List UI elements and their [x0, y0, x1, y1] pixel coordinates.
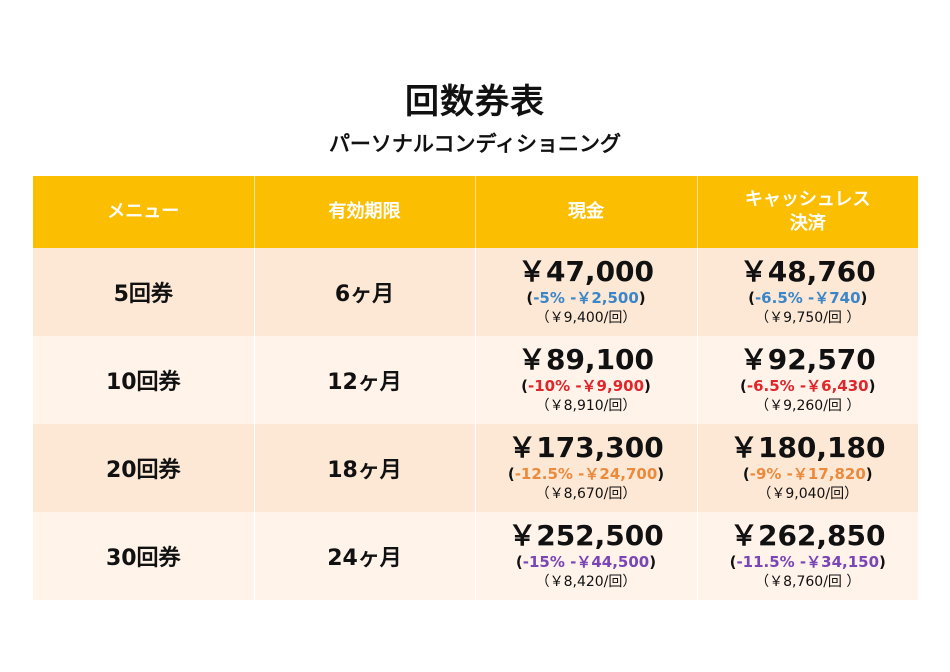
- table-row: 20回券 18ヶ月 ￥173,300 (-12.5% -￥24,700) （￥8…: [33, 424, 918, 512]
- cash-discount: -12.5% -￥24,700: [514, 465, 658, 483]
- page-subtitle: パーソナルコンディショニング: [328, 132, 622, 156]
- cashless-unit-price: （￥9,750/回 ）: [755, 310, 861, 326]
- cashless-price-cell: ￥180,180 (-9% -￥17,820) （￥9,040/回）: [697, 424, 918, 512]
- cash-discount-line: (-15% -￥44,500): [476, 552, 697, 572]
- cash-price: ￥89,100: [517, 343, 655, 376]
- validity-period: 24ヶ月: [254, 512, 476, 600]
- cashless-discount-line: (-6.5% -￥6,430): [698, 376, 919, 396]
- cashless-unit-price: （￥9,040/回）: [757, 486, 859, 502]
- validity-period: 12ヶ月: [254, 336, 476, 424]
- validity-period: 18ヶ月: [254, 424, 476, 512]
- table-row: 5回券 6ヶ月 ￥47,000 (-5% -￥2,500) （￥9,400/回）…: [33, 248, 918, 336]
- cash-price: ￥252,500: [508, 519, 664, 552]
- paren-close: ): [644, 377, 651, 395]
- paren-close: ): [649, 553, 657, 571]
- cash-price-cell: ￥252,500 (-15% -￥44,500) （￥8,420/回）: [475, 512, 698, 600]
- ticket-name: 30回券: [33, 512, 255, 600]
- cashless-price: ￥92,570: [739, 343, 876, 376]
- paren-close: ): [860, 289, 868, 307]
- header-cashless-line2: 決済: [789, 213, 826, 234]
- cashless-discount-line: (-11.5% -￥34,150): [698, 552, 919, 572]
- cash-price: ￥173,300: [508, 431, 664, 464]
- cash-unit-price: （￥8,420/回）: [535, 574, 637, 590]
- page-title: 回数券表: [405, 82, 545, 122]
- cash-price-cell: ￥47,000 (-5% -￥2,500) （￥9,400/回）: [475, 248, 698, 336]
- cashless-discount-line: (-9% -￥17,820): [698, 464, 919, 484]
- validity-period: 6ヶ月: [254, 248, 476, 336]
- cash-unit-price: （￥8,670/回）: [535, 486, 637, 502]
- header-menu: メニュー: [33, 176, 255, 248]
- cashless-price-cell: ￥262,850 (-11.5% -￥34,150) （￥8,760/回 ）: [697, 512, 918, 600]
- paren-open: (: [526, 289, 534, 307]
- cash-discount: -10% -￥9,900: [527, 377, 645, 395]
- cashless-discount: -6.5% -￥6,430: [746, 377, 869, 395]
- cashless-price-cell: ￥48,760 (-6.5% -￥740) （￥9,750/回 ）: [697, 248, 918, 336]
- paren-open: (: [748, 289, 755, 307]
- table-header: メニュー 有効期限 現金 キャッシュレス 決済: [33, 176, 918, 248]
- table-row: 10回券 12ヶ月 ￥89,100 (-10% -￥9,900) （￥8,910…: [33, 336, 918, 424]
- cashless-price: ￥262,850: [729, 519, 886, 552]
- header-row: メニュー 有効期限 現金 キャッシュレス 決済: [33, 176, 918, 248]
- cashless-price: ￥180,180: [729, 431, 886, 464]
- paren-close: ): [879, 553, 886, 571]
- paren-close: ): [638, 289, 646, 307]
- paren-open: (: [740, 377, 747, 395]
- header-cashless-line1: キャッシュレス: [744, 189, 871, 210]
- paren-close: ): [868, 377, 876, 395]
- cash-price-cell: ￥89,100 (-10% -￥9,900) （￥8,910/回）: [475, 336, 698, 424]
- cashless-discount: -9% -￥17,820: [749, 465, 866, 483]
- header-period: 有効期限: [254, 176, 476, 248]
- cashless-price: ￥48,760: [739, 255, 876, 288]
- paren-open: (: [729, 553, 737, 571]
- cash-price-cell: ￥173,300 (-12.5% -￥24,700) （￥8,670/回）: [475, 424, 698, 512]
- header-cashless: キャッシュレス 決済: [697, 176, 918, 248]
- table-body: 5回券 6ヶ月 ￥47,000 (-5% -￥2,500) （￥9,400/回）…: [33, 248, 918, 600]
- cashless-discount-line: (-6.5% -￥740): [698, 288, 919, 308]
- ticket-name: 5回券: [33, 248, 255, 336]
- cashless-discount: -11.5% -￥34,150: [736, 553, 880, 571]
- cash-discount-line: (-12.5% -￥24,700): [476, 464, 697, 484]
- cash-discount: -5% -￥2,500: [533, 289, 639, 307]
- paren-open: (: [742, 465, 750, 483]
- cashless-discount: -6.5% -￥740: [754, 289, 861, 307]
- header-cash: 現金: [475, 176, 698, 248]
- cash-discount-line: (-10% -￥9,900): [476, 376, 697, 396]
- paren-close: ): [657, 465, 665, 483]
- ticket-name: 10回券: [33, 336, 255, 424]
- cash-discount-line: (-5% -￥2,500): [476, 288, 697, 308]
- paren-open: (: [521, 377, 528, 395]
- cashless-price-cell: ￥92,570 (-6.5% -￥6,430) （￥9,260/回 ）: [697, 336, 918, 424]
- paren-open: (: [507, 465, 515, 483]
- paren-close: ): [865, 465, 873, 483]
- price-table: メニュー 有効期限 現金 キャッシュレス 決済 5回券 6ヶ月 ￥47,000 …: [33, 176, 918, 600]
- cashless-unit-price: （￥9,260/回 ）: [755, 398, 861, 414]
- paren-open: (: [515, 553, 523, 571]
- cashless-unit-price: （￥8,760/回 ）: [755, 574, 861, 590]
- ticket-name: 20回券: [33, 424, 255, 512]
- cash-price: ￥47,000: [517, 255, 655, 288]
- cash-unit-price: （￥8,910/回）: [535, 398, 637, 414]
- cash-discount: -15% -￥44,500: [522, 553, 650, 571]
- table-row: 30回券 24ヶ月 ￥252,500 (-15% -￥44,500) （￥8,4…: [33, 512, 918, 600]
- cash-unit-price: （￥9,400/回）: [535, 310, 637, 326]
